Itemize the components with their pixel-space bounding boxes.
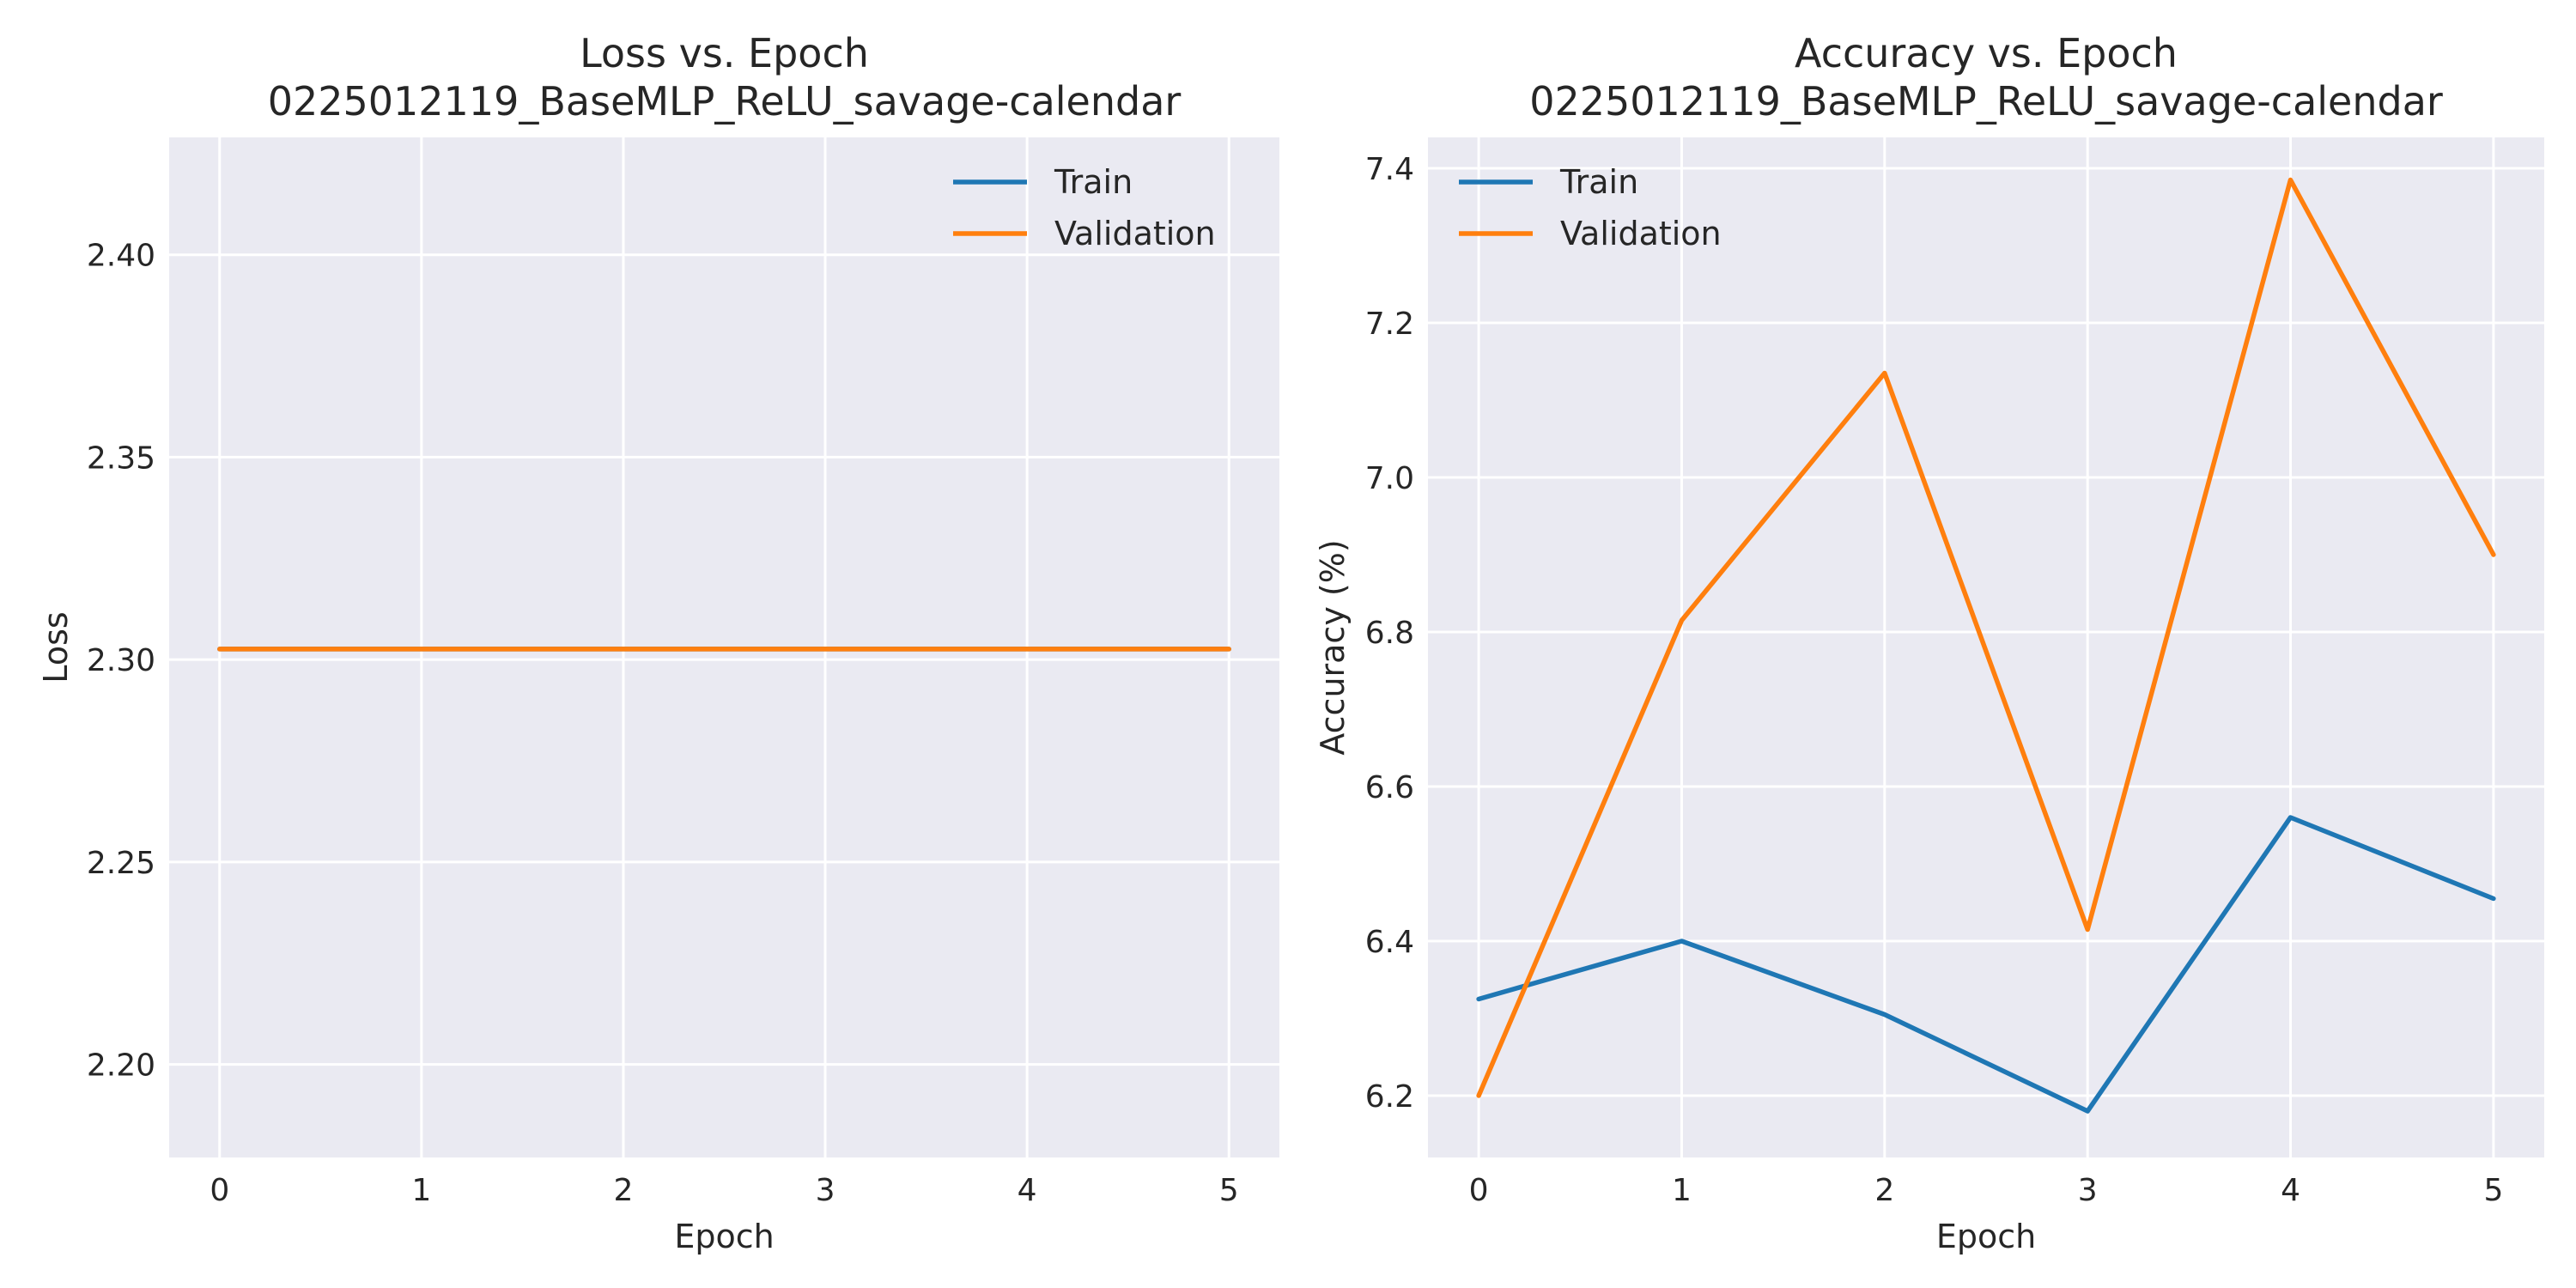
chart-2-y-tick-label: 6.2	[1365, 1079, 1414, 1115]
chart-2-x-tick-label: 0	[1469, 1173, 1489, 1208]
chart-1-title-line-1: Loss vs. Epoch	[580, 30, 869, 76]
chart-1-x-tick-label: 3	[816, 1173, 835, 1208]
chart-1-x-tick-label: 2	[614, 1173, 634, 1208]
chart-1-x-tick-label: 4	[1018, 1173, 1037, 1208]
chart-2-legend-label-train: Train	[1559, 163, 1638, 201]
chart-1-x-tick-label: 1	[411, 1173, 431, 1208]
chart-2-y-tick-label: 6.4	[1365, 925, 1414, 960]
chart-1-title-line-2: 0225012119_BaseMLP_ReLU_savage-calendar	[268, 78, 1182, 125]
chart-2-x-tick-label: 5	[2483, 1173, 2503, 1208]
chart-1-x-axis-label: Epoch	[674, 1218, 774, 1255]
chart-1-y-axis-label: Loss	[37, 611, 75, 683]
chart-2-y-tick-label: 7.0	[1365, 461, 1414, 496]
chart-2-y-axis-label: Accuracy (%)	[1314, 539, 1352, 755]
chart-2: 0 1 2 3 4 5 6.2 6.4 6.6 6.8 7.0 7.2 7.4 Epoch Accuracy…	[1314, 30, 2544, 1255]
chart-1-x-tick-label: 0	[210, 1173, 229, 1208]
chart-2-y-tick-label: 7.4	[1365, 152, 1414, 187]
chart-1: 0 1 2 3 4 5 2.20 2.25 2.30 2.35 2.40 Epoch Loss Loss …	[37, 30, 1279, 1255]
chart-2-x-axis-label: Epoch	[1936, 1218, 2036, 1255]
chart-2-title-line-1: Accuracy vs. Epoch	[1795, 30, 2178, 76]
chart-2-x-tick-label: 4	[2281, 1173, 2300, 1208]
chart-2-x-tick-label: 3	[2078, 1173, 2098, 1208]
chart-2-x-tick-label: 2	[1874, 1173, 1894, 1208]
chart-1-x-tick-label: 5	[1219, 1173, 1239, 1208]
chart-2-legend-label-validation: Validation	[1560, 215, 1722, 252]
chart-1-legend-label-validation: Validation	[1054, 215, 1216, 252]
chart-1-y-tick-label: 2.20	[87, 1048, 155, 1084]
chart-1-y-tick-label: 2.25	[87, 846, 155, 881]
chart-2-x-tick-label: 1	[1672, 1173, 1692, 1208]
chart-2-title-line-2: 0225012119_BaseMLP_ReLU_savage-calendar	[1529, 78, 2443, 125]
chart-2-y-tick-label: 6.6	[1365, 770, 1414, 805]
chart-2-y-tick-label: 6.8	[1365, 616, 1414, 651]
chart-1-legend-label-train: Train	[1054, 163, 1133, 201]
chart-1-y-tick-label: 2.30	[87, 643, 155, 678]
chart-2-series-validation-line	[1476, 177, 2496, 1098]
chart-2-series-train-line	[1476, 815, 2496, 1114]
chart-1-y-tick-label: 2.35	[87, 440, 155, 476]
chart-1-y-tick-label: 2.40	[87, 239, 155, 274]
chart-2-y-tick-label: 7.2	[1365, 307, 1414, 342]
